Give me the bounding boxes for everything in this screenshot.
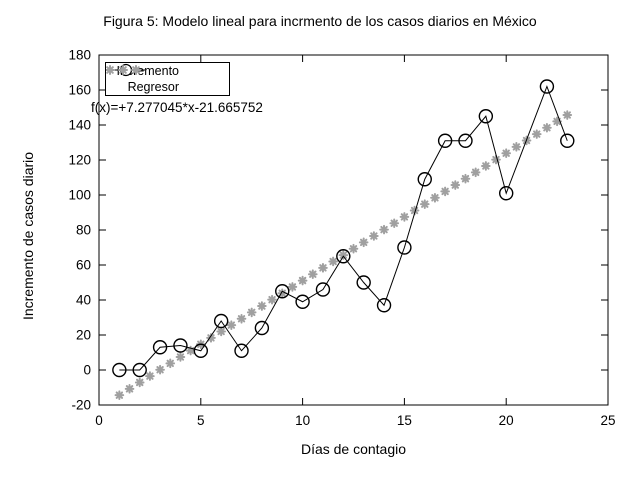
data-point: [458, 133, 473, 148]
data-point: [275, 284, 290, 299]
regressor-dot: [358, 237, 369, 248]
regressor-dot: [318, 263, 328, 273]
regressor-dot: [511, 142, 522, 152]
regressor-dot: [155, 364, 165, 375]
data-point: [336, 249, 351, 264]
x-tick-label: 10: [295, 413, 310, 428]
data-point: [132, 362, 147, 378]
y-tick-label: -20: [71, 398, 91, 413]
regressor-dot: [307, 269, 318, 279]
regressor-dot: [399, 212, 410, 222]
regressor-dot: [175, 352, 186, 362]
legend-label-regresor: Regresor: [127, 80, 179, 94]
regressor-dot: [379, 224, 389, 235]
y-tick-label: 0: [83, 363, 91, 378]
regressor-dot: [419, 199, 430, 209]
regression-equation: f(x)=+7.277045*x-21.665752: [91, 100, 263, 115]
regressor-dot: [185, 345, 196, 356]
regressor-dot: [287, 282, 298, 292]
regressor-dot: [145, 371, 155, 381]
regressor-dot: [430, 192, 440, 203]
data-point: [315, 282, 331, 297]
data-point: [112, 362, 127, 378]
data-point: [376, 298, 392, 313]
regressor-dot: [440, 186, 450, 197]
x-tick-label: 20: [499, 413, 514, 428]
regressor-dot: [216, 326, 226, 337]
regressor-dot: [531, 129, 542, 139]
data-point: [193, 343, 209, 358]
data-point: [213, 313, 229, 329]
regressor-dot: [226, 320, 237, 330]
regressor-dot: [134, 377, 145, 388]
data-point: [499, 186, 514, 201]
y-tick-label: 20: [76, 328, 91, 343]
regressor-dot: [267, 294, 277, 305]
incremento-line: [119, 85, 568, 371]
data-point: [437, 133, 453, 148]
regressor-dot: [542, 122, 552, 133]
asterisk-markers-icon: [106, 65, 225, 94]
y-tick-label: 60: [76, 258, 91, 273]
legend-label-incremento: Incremento: [116, 64, 179, 78]
regressor-dot: [501, 148, 511, 159]
data-point: [356, 275, 371, 290]
y-tick-label: 140: [68, 118, 91, 133]
regressor-dot: [338, 250, 349, 260]
line-circle-marker-icon: [107, 63, 225, 78]
data-point: [539, 79, 555, 94]
regressor-dot: [165, 358, 176, 369]
y-tick-label: 100: [68, 188, 91, 203]
data-point: [478, 109, 494, 124]
data-point: [234, 343, 249, 358]
regressor-dot: [450, 180, 461, 190]
regressor-dot: [348, 243, 359, 254]
legend-box: Incremento Regresor: [105, 62, 230, 96]
y-tick-label: 80: [76, 223, 91, 238]
regressor-dot: [257, 301, 267, 311]
x-axis-label: Días de contagio: [300, 441, 407, 457]
y-tick-label: 40: [76, 293, 91, 308]
regressor-dot: [562, 110, 573, 120]
y-axis-label: Incremento de casos diario: [20, 151, 36, 321]
x-tick-label: 15: [397, 413, 412, 428]
x-tick-label: 5: [197, 413, 205, 428]
x-tick-label: 25: [600, 413, 615, 428]
regressor-dot: [481, 161, 491, 171]
regressor-dot: [470, 167, 481, 178]
data-point: [152, 340, 168, 355]
data-point: [397, 240, 412, 255]
regressor-dot: [124, 384, 135, 394]
regressor-dot: [114, 390, 125, 400]
regressor-dot: [460, 173, 471, 184]
x-tick-label: 0: [95, 413, 103, 428]
data-point: [173, 338, 188, 353]
y-tick-label: 160: [68, 83, 91, 98]
regressor-dot: [369, 231, 379, 241]
regressor-dot: [297, 275, 308, 286]
regressor-dot: [491, 154, 501, 165]
regressor-dot: [246, 307, 257, 318]
data-point: [417, 172, 432, 187]
chart-title: Figura 5: Modelo lineal para incrmento d…: [103, 13, 537, 29]
regressor-dot: [389, 218, 400, 229]
regressor-dot: [236, 313, 247, 324]
legend-row-regresor: Regresor: [106, 65, 229, 95]
regressor-dot: [328, 256, 338, 267]
y-tick-label: 180: [68, 48, 91, 63]
data-point: [560, 133, 575, 148]
y-tick-label: 120: [68, 153, 91, 168]
data-point: [254, 320, 270, 336]
data-point: [295, 294, 310, 309]
